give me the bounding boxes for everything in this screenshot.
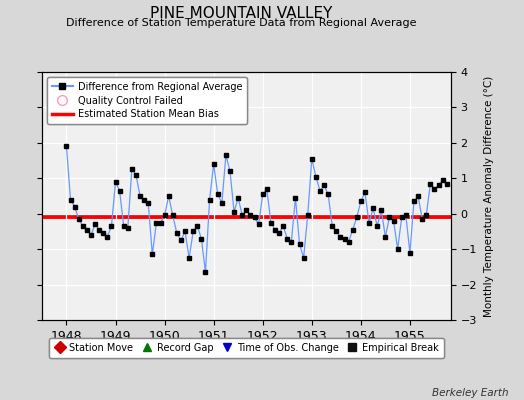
Text: Difference of Station Temperature Data from Regional Average: Difference of Station Temperature Data f… [66, 18, 416, 28]
Text: PINE MOUNTAIN VALLEY: PINE MOUNTAIN VALLEY [150, 6, 332, 21]
Text: Berkeley Earth: Berkeley Earth [432, 388, 508, 398]
Legend: Difference from Regional Average, Quality Control Failed, Estimated Station Mean: Difference from Regional Average, Qualit… [47, 77, 247, 124]
Legend: Station Move, Record Gap, Time of Obs. Change, Empirical Break: Station Move, Record Gap, Time of Obs. C… [49, 338, 443, 358]
Y-axis label: Monthly Temperature Anomaly Difference (°C): Monthly Temperature Anomaly Difference (… [484, 75, 494, 317]
